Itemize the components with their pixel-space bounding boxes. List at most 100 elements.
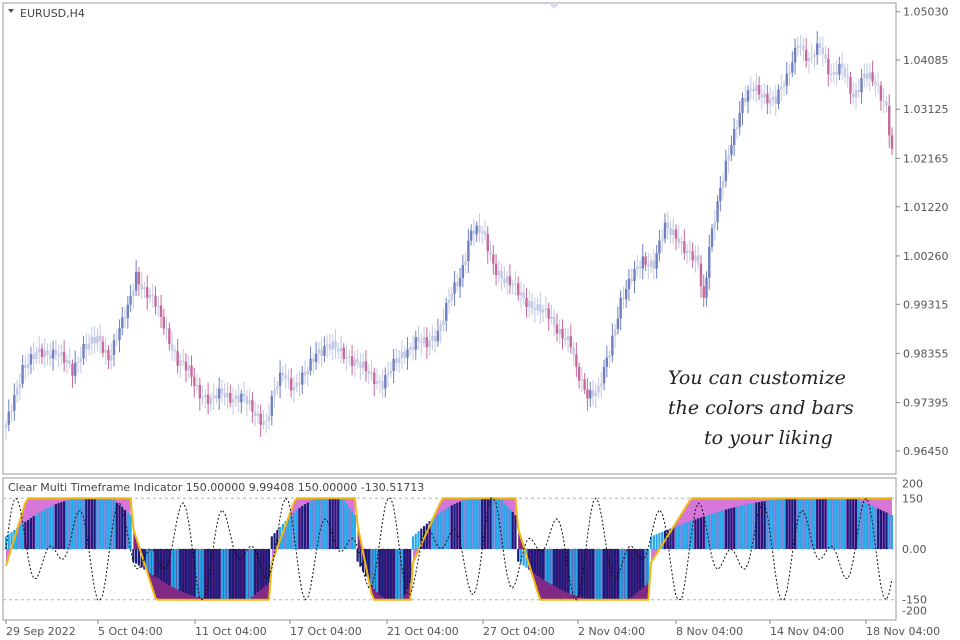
candle-body xyxy=(652,260,656,269)
candle-body xyxy=(544,308,548,310)
y-tick-label: 1.01220 xyxy=(903,201,949,214)
candle-body xyxy=(541,309,545,313)
candle-body xyxy=(361,361,365,368)
candle-body xyxy=(442,320,445,325)
annotation-line-2: the colors and bars xyxy=(668,397,854,419)
candle-body xyxy=(123,317,127,319)
indicator-bar xyxy=(215,549,218,600)
candle-body xyxy=(273,389,276,397)
candle-body xyxy=(771,96,775,100)
candle-body xyxy=(871,72,874,82)
candle-body xyxy=(447,300,451,304)
indicator-bar xyxy=(256,549,260,593)
candle-body xyxy=(553,316,556,325)
candle-body xyxy=(314,353,318,362)
candle-body xyxy=(453,282,456,294)
indicator-bar xyxy=(71,499,74,549)
indicator-bar xyxy=(758,501,761,549)
candle-body xyxy=(746,90,750,102)
indicator-bar xyxy=(744,504,747,549)
candle-body xyxy=(10,410,13,412)
indicator-bar xyxy=(865,503,869,549)
indicator-bar xyxy=(32,516,35,549)
y-tick-label: 1.02165 xyxy=(903,152,949,165)
indicator-bar xyxy=(148,549,152,574)
candle-body xyxy=(658,240,661,254)
candle-body xyxy=(522,292,525,298)
candle-body xyxy=(96,335,99,344)
indicator-bar xyxy=(273,533,276,549)
candle-body xyxy=(190,365,193,377)
indicator-bar xyxy=(348,507,351,549)
candle-body xyxy=(708,246,711,278)
candle-body xyxy=(165,328,168,330)
candle-body xyxy=(450,293,453,301)
candle-body xyxy=(428,341,431,348)
indicator-bar xyxy=(486,498,489,549)
indicator-bar xyxy=(287,517,290,549)
indicator-bar xyxy=(636,549,639,593)
candle-body xyxy=(865,73,869,80)
indicator-bar xyxy=(780,499,783,549)
candle-body xyxy=(49,354,52,359)
candle-body xyxy=(425,337,429,348)
candle-body xyxy=(386,373,390,375)
indicator-bar xyxy=(464,499,467,549)
candle-body xyxy=(353,359,357,366)
candle-body xyxy=(43,350,46,358)
candle-body xyxy=(389,370,393,374)
indicator-bar xyxy=(209,549,212,600)
indicator-bar xyxy=(686,522,689,549)
candle-body xyxy=(229,392,232,403)
candle-body xyxy=(173,349,177,352)
candle-body xyxy=(306,370,309,375)
indicator-bar xyxy=(350,511,354,549)
indicator-bar xyxy=(702,516,705,549)
candle-body xyxy=(395,358,398,364)
x-tick-label: 17 Oct 04:00 xyxy=(290,625,362,638)
indicator-bar xyxy=(835,498,838,549)
indicator-bar xyxy=(400,549,404,600)
candle-body xyxy=(287,378,290,380)
indicator-bar xyxy=(154,549,157,577)
candle-body xyxy=(793,47,797,63)
indicator-bar xyxy=(589,549,592,600)
indicator-bar xyxy=(497,498,500,549)
indicator-bar xyxy=(182,549,185,593)
indicator-bar xyxy=(566,549,570,593)
indicator-bar xyxy=(841,498,844,549)
indicator-bar xyxy=(212,549,215,600)
candle-body xyxy=(469,230,473,241)
candle-body xyxy=(705,277,708,298)
candle-body xyxy=(104,349,107,353)
candle-body xyxy=(511,284,514,286)
candle-body xyxy=(262,421,265,425)
candle-body xyxy=(223,393,226,398)
indicator-bar xyxy=(661,531,664,549)
indicator-bar xyxy=(888,513,891,549)
candle-body xyxy=(456,282,459,287)
candle-body xyxy=(278,372,282,387)
candle-body xyxy=(431,335,434,342)
candle-body xyxy=(276,386,279,390)
candle-body xyxy=(619,297,622,319)
candle-body xyxy=(757,85,761,95)
indicator-bar xyxy=(594,549,597,600)
candle-body xyxy=(879,85,883,101)
indicator-bar xyxy=(578,549,581,597)
candle-body xyxy=(193,376,196,386)
candle-body xyxy=(888,105,891,136)
y-tick-label: 1.05030 xyxy=(903,6,949,19)
indicator-bar xyxy=(730,508,733,549)
indicator-bar xyxy=(15,527,19,549)
indicator-bar xyxy=(395,549,398,600)
candle-body xyxy=(699,263,703,287)
indicator-bar xyxy=(727,508,730,549)
indicator-bar xyxy=(259,549,262,590)
indicator-bar xyxy=(411,536,415,549)
y-tick-label: 0.99315 xyxy=(903,298,949,311)
candle-body xyxy=(168,328,171,345)
indicator-bar xyxy=(555,549,559,588)
candle-body xyxy=(345,356,348,359)
